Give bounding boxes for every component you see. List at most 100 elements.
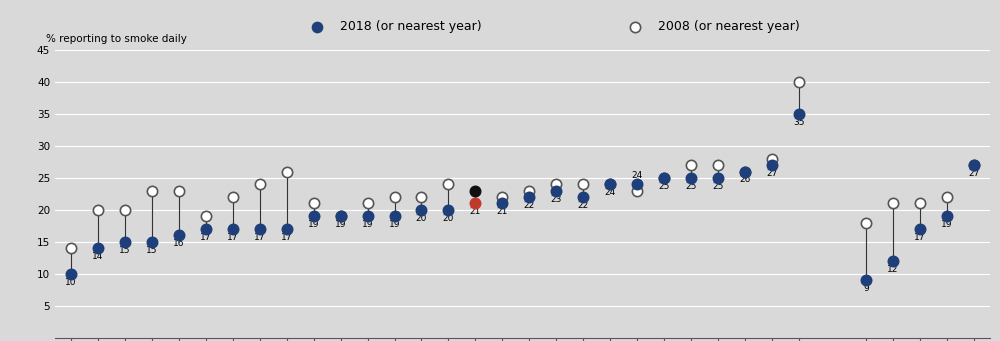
Text: 27: 27 <box>968 169 980 178</box>
Point <box>413 207 429 212</box>
Point <box>440 207 456 212</box>
Text: 2018 (or nearest year): 2018 (or nearest year) <box>340 20 482 33</box>
Point <box>548 182 564 187</box>
Point <box>494 194 510 200</box>
Point <box>306 201 322 206</box>
Text: 19: 19 <box>335 220 346 229</box>
Point <box>939 194 955 200</box>
Text: 21: 21 <box>497 207 508 216</box>
Text: 16: 16 <box>173 239 185 248</box>
Point <box>656 175 672 181</box>
Text: 17: 17 <box>200 233 212 242</box>
Text: 12: 12 <box>887 265 899 274</box>
Point <box>387 194 403 200</box>
Point <box>117 239 133 244</box>
Point <box>467 188 483 193</box>
Point <box>764 156 780 162</box>
Point <box>198 213 214 219</box>
Text: 9: 9 <box>863 284 869 293</box>
Point <box>252 226 268 232</box>
Point <box>737 169 753 174</box>
Text: 17: 17 <box>254 233 266 242</box>
Point <box>360 201 376 206</box>
Text: 19: 19 <box>941 220 953 229</box>
Text: % reporting to smoke daily: % reporting to smoke daily <box>46 34 187 44</box>
Text: 19: 19 <box>362 220 373 229</box>
Point <box>279 226 295 232</box>
Point <box>63 246 79 251</box>
Text: 17: 17 <box>281 233 292 242</box>
Text: 27: 27 <box>766 169 777 178</box>
Point <box>333 213 349 219</box>
Point <box>467 201 483 206</box>
Point <box>521 194 537 200</box>
Point <box>966 162 982 168</box>
Point <box>858 277 874 283</box>
Text: 35: 35 <box>793 118 804 127</box>
Point <box>602 182 618 187</box>
Text: 15: 15 <box>146 246 158 255</box>
Point <box>575 194 591 200</box>
Text: 22: 22 <box>578 201 589 210</box>
Point <box>737 169 753 174</box>
Point <box>440 182 456 187</box>
Point <box>710 162 726 168</box>
Text: 21: 21 <box>470 207 481 216</box>
Text: 20: 20 <box>443 214 454 223</box>
Point <box>602 182 618 187</box>
Point <box>885 258 901 264</box>
Point <box>885 201 901 206</box>
Point <box>912 226 928 232</box>
Point <box>521 188 537 193</box>
Point <box>710 175 726 181</box>
Point <box>198 226 214 232</box>
Point <box>413 194 429 200</box>
Point <box>117 207 133 212</box>
Point <box>764 162 780 168</box>
Point <box>494 201 510 206</box>
Point <box>683 162 699 168</box>
Point <box>279 169 295 174</box>
Text: 10: 10 <box>65 278 77 286</box>
Text: 24: 24 <box>604 188 616 197</box>
Point <box>171 233 187 238</box>
Point <box>144 239 160 244</box>
Text: 17: 17 <box>914 233 926 242</box>
Point <box>575 182 591 187</box>
Point <box>144 188 160 193</box>
Text: 20: 20 <box>416 214 427 223</box>
Point <box>360 213 376 219</box>
Text: 22: 22 <box>524 201 535 210</box>
Point <box>225 194 241 200</box>
Point <box>90 246 106 251</box>
Point <box>656 175 672 181</box>
Text: 25: 25 <box>658 182 670 191</box>
Point <box>912 201 928 206</box>
Text: 19: 19 <box>308 220 319 229</box>
Point <box>791 111 807 117</box>
Point <box>966 162 982 168</box>
Text: 26: 26 <box>739 175 750 184</box>
Point <box>629 188 645 193</box>
Point <box>548 188 564 193</box>
Text: 17: 17 <box>227 233 239 242</box>
Point <box>627 24 643 30</box>
Text: 25: 25 <box>712 182 724 191</box>
Text: 19: 19 <box>389 220 400 229</box>
Text: 24: 24 <box>631 172 643 180</box>
Point <box>252 182 268 187</box>
Point <box>90 207 106 212</box>
Point <box>629 182 645 187</box>
Point <box>387 213 403 219</box>
Point <box>858 220 874 225</box>
Point <box>63 271 79 277</box>
Point <box>791 79 807 85</box>
Text: 2008 (or nearest year): 2008 (or nearest year) <box>658 20 800 33</box>
Text: 15: 15 <box>119 246 131 255</box>
Point <box>171 188 187 193</box>
Text: 25: 25 <box>685 182 697 191</box>
Point <box>333 213 349 219</box>
Point <box>225 226 241 232</box>
Point <box>683 175 699 181</box>
Point <box>309 24 325 30</box>
